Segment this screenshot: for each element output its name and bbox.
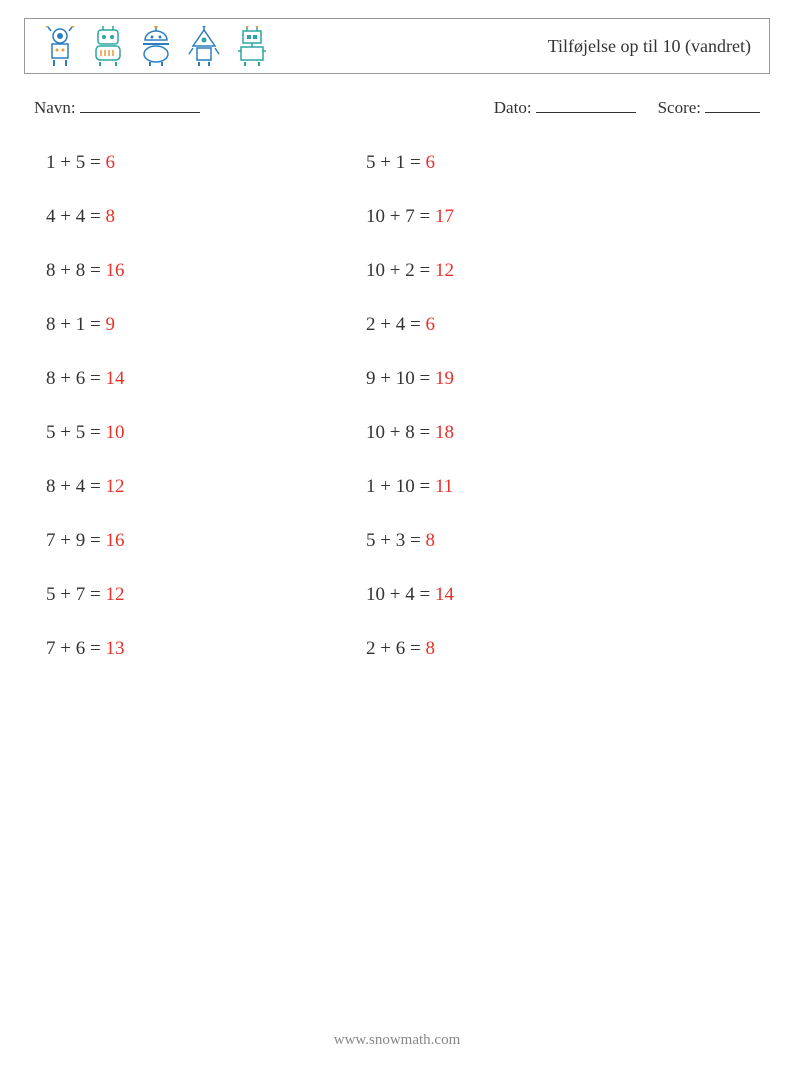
footer-text: www.snowmath.com <box>334 1032 461 1048</box>
score-underline <box>705 98 760 113</box>
problem-expression: 5 + 5 = <box>46 422 105 443</box>
problem-expression: 5 + 3 = <box>366 530 425 551</box>
problem-row: 2 + 4 = 6 <box>366 314 686 336</box>
problem-expression: 7 + 9 = <box>46 530 105 551</box>
problem-expression: 10 + 7 = <box>366 206 435 227</box>
problem-row: 5 + 3 = 8 <box>366 530 686 552</box>
problem-row: 7 + 9 = 16 <box>46 530 366 552</box>
problem-row: 10 + 4 = 14 <box>366 584 686 606</box>
problem-row: 7 + 6 = 13 <box>46 638 366 660</box>
problem-expression: 8 + 8 = <box>46 260 105 281</box>
problem-row: 8 + 1 = 9 <box>46 314 366 336</box>
robot-icon-4 <box>187 26 221 66</box>
problem-expression: 10 + 2 = <box>366 260 435 281</box>
problem-answer: 12 <box>435 260 454 281</box>
problem-expression: 5 + 7 = <box>46 584 105 605</box>
problem-row: 10 + 8 = 18 <box>366 422 686 444</box>
problem-row: 5 + 5 = 10 <box>46 422 366 444</box>
problem-row: 1 + 5 = 6 <box>46 152 366 174</box>
problem-row: 5 + 7 = 12 <box>46 584 366 606</box>
date-underline <box>536 98 636 113</box>
name-field: Navn: <box>34 98 200 118</box>
problems-column-1: 1 + 5 = 64 + 4 = 88 + 8 = 168 + 1 = 98 +… <box>46 152 366 660</box>
problem-answer: 11 <box>435 476 453 497</box>
problem-answer: 8 <box>425 638 435 659</box>
robot-icons <box>43 26 269 66</box>
problem-answer: 12 <box>105 584 124 605</box>
problem-expression: 1 + 5 = <box>46 152 105 173</box>
problem-row: 5 + 1 = 6 <box>366 152 686 174</box>
problem-answer: 16 <box>105 260 124 281</box>
date-field: Dato: <box>494 98 636 118</box>
name-underline <box>80 98 200 113</box>
score-field: Score: <box>658 98 760 118</box>
problem-answer: 9 <box>105 314 115 335</box>
problem-row: 4 + 4 = 8 <box>46 206 366 228</box>
problem-expression: 9 + 10 = <box>366 368 435 389</box>
name-label: Navn: <box>34 98 76 117</box>
problem-answer: 8 <box>425 530 435 551</box>
robot-icon-3 <box>139 26 173 66</box>
problem-row: 8 + 8 = 16 <box>46 260 366 282</box>
problem-row: 2 + 6 = 8 <box>366 638 686 660</box>
problem-answer: 8 <box>105 206 115 227</box>
score-label: Score: <box>658 98 701 117</box>
problems-area: 1 + 5 = 64 + 4 = 88 + 8 = 168 + 1 = 98 +… <box>46 152 794 660</box>
footer: www.snowmath.com <box>0 1032 794 1049</box>
robot-icon-5 <box>235 26 269 66</box>
problem-answer: 13 <box>105 638 124 659</box>
problem-expression: 2 + 6 = <box>366 638 425 659</box>
problem-answer: 6 <box>425 314 435 335</box>
problem-answer: 18 <box>435 422 454 443</box>
problem-answer: 16 <box>105 530 124 551</box>
problem-row: 10 + 7 = 17 <box>366 206 686 228</box>
problem-row: 9 + 10 = 19 <box>366 368 686 390</box>
robot-icon-2 <box>91 26 125 66</box>
problem-expression: 8 + 4 = <box>46 476 105 497</box>
info-right: Dato: Score: <box>494 98 760 118</box>
problem-answer: 14 <box>435 584 454 605</box>
problem-expression: 4 + 4 = <box>46 206 105 227</box>
problem-answer: 19 <box>435 368 454 389</box>
problem-answer: 17 <box>435 206 454 227</box>
problem-answer: 14 <box>105 368 124 389</box>
problem-row: 8 + 6 = 14 <box>46 368 366 390</box>
problems-column-2: 5 + 1 = 6 10 + 7 = 17 10 + 2 = 12 2 + 4 = 6… <box>366 152 686 660</box>
problem-expression: 7 + 6 = <box>46 638 105 659</box>
header-box: Tilføjelse op til 10 (vandret) <box>24 18 770 74</box>
problem-row: 1 + 10 = 11 <box>366 476 686 498</box>
problem-expression: 2 + 4 = <box>366 314 425 335</box>
problem-expression: 8 + 1 = <box>46 314 105 335</box>
robot-icon-1 <box>43 26 77 66</box>
problem-answer: 10 <box>105 422 124 443</box>
problem-expression: 10 + 8 = <box>366 422 435 443</box>
problem-answer: 12 <box>105 476 124 497</box>
problem-expression: 5 + 1 = <box>366 152 425 173</box>
problem-answer: 6 <box>425 152 435 173</box>
date-label: Dato: <box>494 98 532 117</box>
problem-expression: 10 + 4 = <box>366 584 435 605</box>
problem-expression: 1 + 10 = <box>366 476 435 497</box>
problem-answer: 6 <box>105 152 115 173</box>
problem-expression: 8 + 6 = <box>46 368 105 389</box>
info-row: Navn: Dato: Score: <box>34 98 760 118</box>
worksheet-title: Tilføjelse op til 10 (vandret) <box>548 36 751 57</box>
problem-row: 10 + 2 = 12 <box>366 260 686 282</box>
problem-row: 8 + 4 = 12 <box>46 476 366 498</box>
